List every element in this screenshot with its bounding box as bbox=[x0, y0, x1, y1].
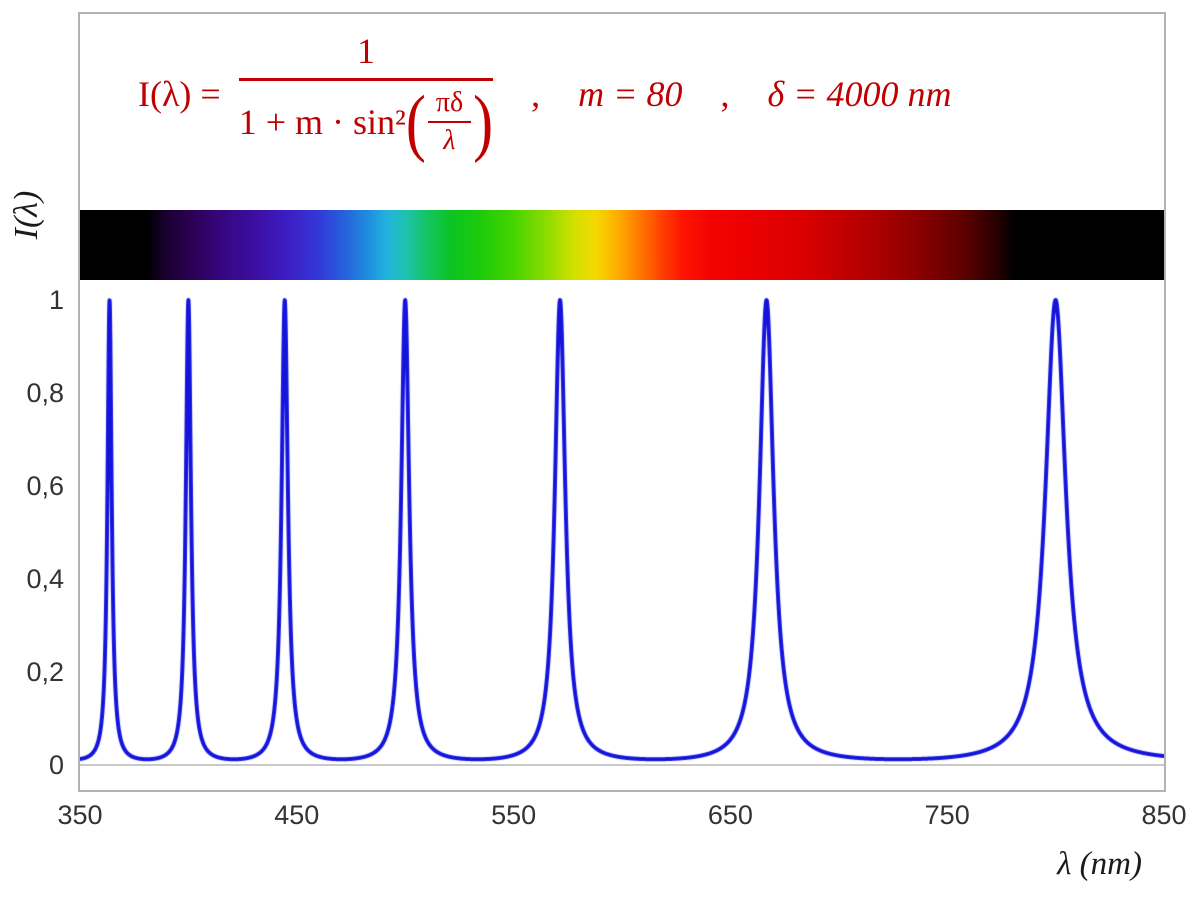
y-tick-label: 1 bbox=[48, 285, 64, 315]
x-tick-label: 650 bbox=[707, 800, 753, 830]
plot-frame: I(λ) = 1 1 + m · sin² ( πδ λ ) , m = 80 bbox=[78, 12, 1166, 792]
y-tick-label: 0,4 bbox=[26, 564, 64, 594]
x-tick-label: 350 bbox=[57, 800, 103, 830]
x-axis-title: λ (nm) bbox=[1057, 846, 1142, 882]
y-tick-label: 0,2 bbox=[26, 657, 64, 687]
y-axis-title: I(λ) bbox=[8, 190, 45, 240]
y-tick-label: 0,8 bbox=[26, 378, 64, 408]
x-tick-label: 550 bbox=[491, 800, 537, 830]
y-tick-label: 0 bbox=[48, 750, 64, 780]
x-tick-label: 450 bbox=[274, 800, 320, 830]
x-tick-label: 750 bbox=[924, 800, 970, 830]
intensity-curve bbox=[80, 14, 1164, 790]
y-tick-label: 0,6 bbox=[26, 471, 64, 501]
x-tick-label: 850 bbox=[1141, 800, 1187, 830]
